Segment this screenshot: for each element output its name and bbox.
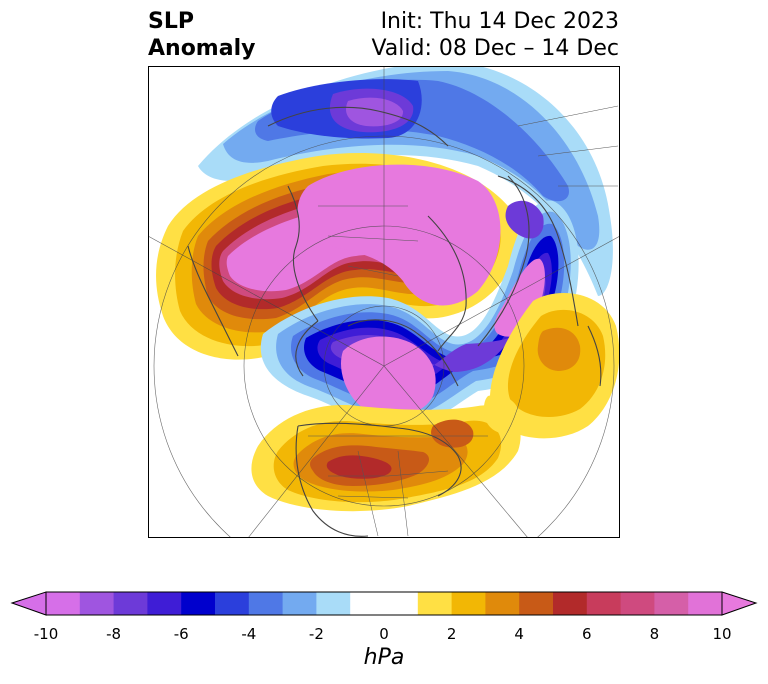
colorbar-cell: [654, 592, 689, 615]
colorbar-cell: [147, 592, 182, 615]
colorbar-cell: [113, 592, 148, 615]
colorbar-cells: [46, 592, 723, 615]
colorbar-cell: [620, 592, 655, 615]
colorbar-cell: [485, 592, 520, 615]
colorbar-cell: [215, 592, 250, 615]
map-title: SLP Anomaly: [148, 8, 255, 62]
colorbar-tick-label: -2: [308, 625, 324, 643]
valid-range: Valid: 08 Dec – 14 Dec: [371, 36, 619, 61]
colorbar-cell: [688, 592, 723, 615]
title-subvariable: Anomaly: [148, 36, 256, 61]
colorbar-cell: [519, 592, 554, 615]
colorbar-cell: [46, 592, 81, 615]
colorbar-tick-label: -4: [241, 625, 257, 643]
colorbar-tick-label: -6: [173, 625, 189, 643]
colorbar: [10, 591, 758, 616]
colorbar-tick-label: 4: [514, 625, 524, 643]
init-date: Init: Thu 14 Dec 2023: [380, 9, 619, 34]
colorbar-cell: [451, 592, 486, 615]
colorbar-tick-label: -10: [33, 625, 59, 643]
colorbar-cell: [181, 592, 216, 615]
colorbar-cell: [417, 592, 453, 615]
colorbar-cell: [282, 592, 317, 615]
slp-anomaly-map: [148, 66, 620, 538]
colorbar-cell: [553, 592, 588, 615]
colorbar-cell: [350, 592, 385, 615]
graticule: [148, 66, 620, 538]
colorbar-unit: hPa: [363, 645, 405, 670]
colorbar-tick-label: -8: [106, 625, 122, 643]
colorbar-extend-low: [10, 591, 47, 616]
political-borders: [308, 105, 619, 537]
colorbar-tick-label: 0: [379, 625, 389, 643]
anomaly-fill: [156, 66, 620, 512]
colorbar-cell: [384, 592, 419, 615]
colorbar-cell: [316, 592, 351, 615]
colorbar-tick-label: 2: [446, 625, 457, 643]
title-variable: SLP: [148, 9, 194, 34]
colorbar-tick-label: 6: [582, 625, 592, 643]
colorbar-tick-label: 10: [712, 625, 732, 643]
coastlines: [187, 106, 602, 537]
colorbar-cell: [248, 592, 284, 615]
colorbar-extend-high: [721, 591, 758, 616]
map-date-info: Init: Thu 14 Dec 2023 Valid: 08 Dec – 14…: [371, 8, 619, 62]
colorbar-tick-label: 8: [649, 625, 660, 643]
colorbar-cell: [79, 592, 115, 615]
colorbar-cell: [586, 592, 622, 615]
